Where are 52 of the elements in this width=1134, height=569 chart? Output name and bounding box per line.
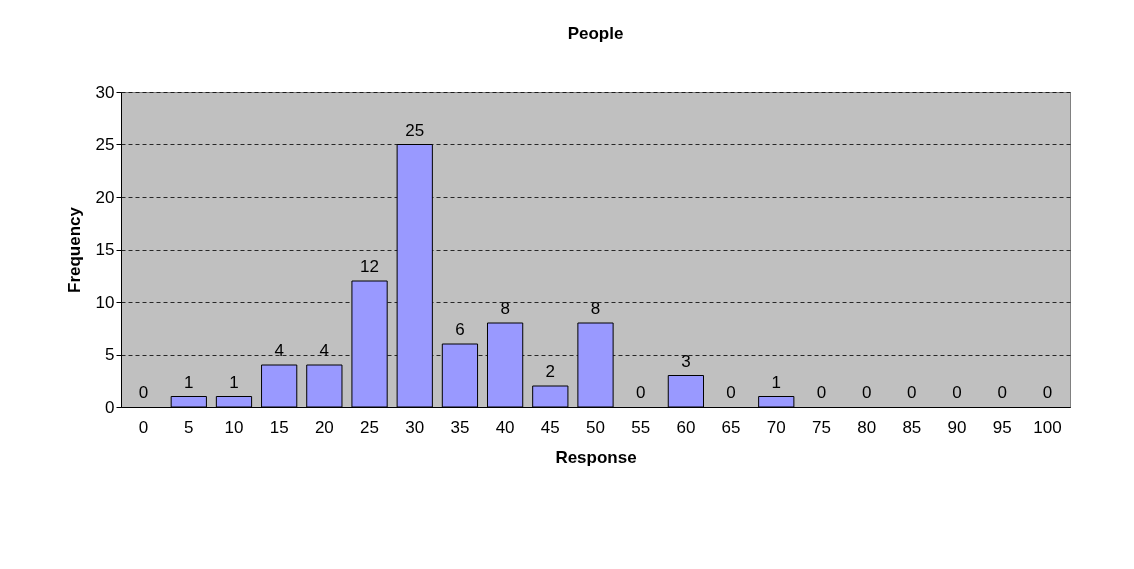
- x-tick-label: 95: [992, 417, 1012, 437]
- data-label: 4: [274, 341, 284, 360]
- x-tick-label: 10: [224, 417, 244, 437]
- x-tick-label: 40: [495, 417, 515, 437]
- x-tick-label: 85: [902, 417, 922, 437]
- x-tick-label: 5: [184, 417, 194, 437]
- x-tick-label: 75: [811, 417, 831, 437]
- y-tick-label: 5: [105, 345, 115, 364]
- data-label: 0: [1042, 383, 1053, 402]
- data-label: 8: [500, 299, 510, 318]
- data-label: 0: [635, 383, 646, 402]
- x-tick-label: 25: [360, 417, 380, 437]
- data-label: 0: [997, 383, 1007, 402]
- data-label: 1: [771, 372, 781, 392]
- x-tick-label: 0: [138, 417, 149, 437]
- data-label: 8: [590, 299, 601, 318]
- data-label: 0: [816, 383, 827, 402]
- x-tick-label: 45: [540, 417, 560, 437]
- chart-title: People: [567, 24, 624, 43]
- x-tick-label: 50: [586, 417, 605, 437]
- y-tick-label: 10: [95, 292, 115, 312]
- data-label: 6: [455, 320, 465, 339]
- data-label: 0: [952, 383, 962, 402]
- y-tick-label: 25: [95, 135, 115, 154]
- data-label: 0: [907, 383, 917, 402]
- data-label: 0: [138, 383, 149, 402]
- x-tick-label: 55: [631, 417, 651, 437]
- x-tick-label: 100: [1033, 417, 1062, 437]
- data-label: 0: [861, 383, 872, 402]
- y-tick-label: 30: [95, 82, 115, 102]
- x-tick-label: 30: [405, 417, 425, 437]
- data-label: 1: [229, 372, 239, 392]
- x-tick-label: 80: [857, 417, 877, 437]
- x-tick-label: 65: [721, 417, 741, 437]
- y-tick-label: 20: [95, 187, 115, 207]
- data-label: 0: [726, 383, 736, 402]
- x-tick-label: 15: [269, 417, 289, 437]
- x-tick-label: 20: [314, 417, 334, 437]
- data-label: 3: [681, 351, 691, 371]
- x-tick-label: 35: [450, 417, 470, 437]
- x-tick-label: 90: [947, 417, 967, 437]
- y-tick-label: 15: [95, 240, 115, 259]
- data-label: 12: [360, 257, 380, 276]
- y-axis-title: Frequency: [64, 206, 84, 293]
- data-label: 1: [184, 372, 194, 392]
- data-label: 2: [545, 362, 556, 381]
- data-label: 4: [319, 341, 330, 360]
- y-tick-label: 0: [105, 397, 115, 417]
- x-axis-title: Response: [555, 447, 637, 467]
- x-tick-label: 70: [766, 417, 786, 437]
- data-label: 25: [405, 120, 425, 140]
- x-tick-label: 60: [676, 417, 696, 437]
